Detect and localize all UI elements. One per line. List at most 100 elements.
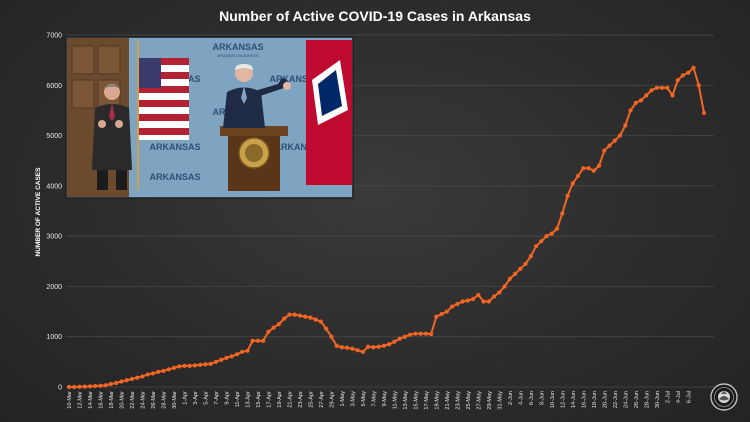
data-point xyxy=(691,65,696,70)
data-point xyxy=(360,349,365,354)
data-point xyxy=(303,314,308,319)
x-tick-label: 10-Jun xyxy=(550,391,556,408)
data-point xyxy=(93,383,98,389)
data-point xyxy=(140,374,145,379)
x-tick-label: 13-Apr xyxy=(245,391,251,408)
series-active-cases xyxy=(66,65,707,390)
x-tick-label: 20-Mar xyxy=(119,391,125,409)
x-tick-label: 3-May xyxy=(350,391,356,407)
data-point xyxy=(98,383,103,388)
data-point xyxy=(628,108,633,113)
data-point xyxy=(617,133,623,138)
data-point xyxy=(465,298,470,303)
data-point xyxy=(670,93,675,98)
data-point xyxy=(575,173,581,178)
x-tick-label: 21-May xyxy=(445,391,451,410)
data-point xyxy=(607,143,612,148)
data-point xyxy=(345,345,350,350)
data-point xyxy=(150,371,156,376)
x-tick-label: 6-Jun xyxy=(529,391,535,405)
x-tick-label: 17-May xyxy=(424,391,430,410)
y-tick-label: 2000 xyxy=(46,284,62,291)
data-point xyxy=(638,98,644,103)
data-point xyxy=(470,296,476,302)
data-point xyxy=(234,352,240,357)
data-point xyxy=(229,354,234,359)
data-point xyxy=(271,325,276,330)
y-tick-label: 4000 xyxy=(46,183,62,190)
data-point xyxy=(686,70,691,75)
x-tick-label: 14-Jun xyxy=(571,391,577,408)
x-tick-label: 24-Mar xyxy=(140,391,146,409)
data-point xyxy=(203,362,208,367)
data-point xyxy=(460,299,465,304)
x-tick-label: 5-May xyxy=(361,391,367,407)
x-tick-label: 23-May xyxy=(455,391,461,410)
inset-press-conference-photo: ARKANSAS BRANDED BUSINESS ARKANSAS ARKAN… xyxy=(65,36,354,199)
x-tick-label: 14-Mar xyxy=(88,391,94,409)
data-point xyxy=(161,368,166,374)
x-tick-label: 15-Apr xyxy=(256,391,262,408)
data-point xyxy=(570,181,575,186)
x-tick-label: 31-May xyxy=(497,391,503,410)
x-tick-label: 4-Jul xyxy=(676,391,682,403)
data-point xyxy=(696,83,701,88)
x-tick-label: 19-May xyxy=(434,391,440,410)
data-point xyxy=(66,384,72,390)
data-point xyxy=(408,332,413,337)
data-point xyxy=(192,363,198,368)
x-tick-label: 9-May xyxy=(382,391,388,407)
data-point xyxy=(245,348,250,353)
data-point xyxy=(250,338,255,343)
x-tick-label: 1-May xyxy=(340,391,346,407)
data-point xyxy=(602,148,607,153)
x-tick-label: 8-Jun xyxy=(539,391,545,405)
x-tick-label: 16-Jun xyxy=(581,391,587,408)
data-point xyxy=(171,365,177,370)
data-point xyxy=(596,163,602,168)
x-tick-label: 5-Apr xyxy=(203,391,209,405)
data-point xyxy=(224,355,229,360)
banner-text-1: ARKANSAS xyxy=(212,42,263,52)
x-tick-label: 22-Jun xyxy=(613,391,619,408)
data-point xyxy=(72,384,77,390)
data-point xyxy=(371,345,376,350)
x-tick-label: 11-May xyxy=(392,391,398,409)
data-point xyxy=(397,336,402,341)
x-tick-label: 28-Jun xyxy=(644,391,650,408)
data-point xyxy=(586,166,591,171)
x-tick-label: 15-May xyxy=(413,391,419,410)
standing-man-figure xyxy=(92,84,132,190)
data-point xyxy=(418,331,423,336)
data-point xyxy=(612,138,617,143)
y-tick-label: 0 xyxy=(58,385,62,392)
banner-text-7: ARKANSAS xyxy=(149,172,200,182)
x-tick-label: 26-Mar xyxy=(151,391,157,409)
data-point xyxy=(497,290,502,295)
data-point xyxy=(355,348,360,353)
data-point xyxy=(313,317,318,322)
data-point xyxy=(329,334,334,339)
y-tick-label: 3000 xyxy=(46,234,62,241)
data-point xyxy=(219,357,224,362)
data-point xyxy=(350,346,355,351)
grid xyxy=(66,34,714,388)
us-flag-icon xyxy=(137,40,189,190)
x-tick-label: 29-May xyxy=(487,391,493,410)
data-point xyxy=(119,379,124,384)
data-point xyxy=(434,314,439,319)
data-point xyxy=(591,168,596,173)
x-tick-label: 19-Apr xyxy=(277,391,283,408)
data-point xyxy=(156,369,161,375)
data-point xyxy=(381,343,386,348)
y-axis-label: NUMBER OF ACTIVE CASES xyxy=(35,167,42,257)
data-point xyxy=(476,292,481,298)
data-point xyxy=(166,367,171,372)
data-point xyxy=(182,363,187,368)
data-point xyxy=(387,342,392,347)
data-point xyxy=(402,334,407,339)
data-point xyxy=(633,100,638,105)
x-tick-label: 30-Mar xyxy=(172,391,178,409)
banner-subtext-1: BRANDED BUSINESS xyxy=(218,53,259,58)
